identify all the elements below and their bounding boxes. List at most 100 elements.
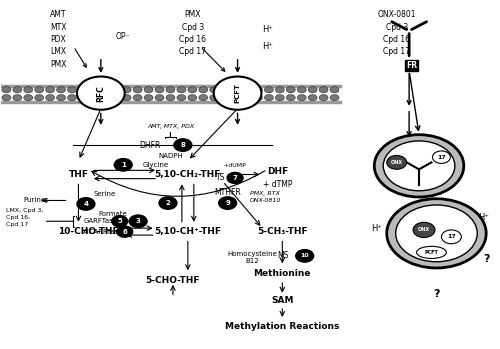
- Text: + dTMP: + dTMP: [262, 180, 292, 190]
- Text: +dUMP: +dUMP: [224, 163, 246, 168]
- Text: Cpd 17: Cpd 17: [6, 222, 29, 227]
- Text: ?: ?: [433, 289, 440, 299]
- Circle shape: [112, 87, 120, 93]
- Text: PMX: PMX: [50, 60, 67, 69]
- Circle shape: [442, 230, 462, 244]
- Circle shape: [177, 87, 186, 93]
- Text: 6: 6: [122, 229, 127, 235]
- Text: ONX: ONX: [418, 228, 430, 232]
- Circle shape: [297, 87, 306, 93]
- Text: 7: 7: [232, 175, 237, 181]
- Text: Cpd 16: Cpd 16: [383, 35, 410, 44]
- Text: H⁺: H⁺: [262, 42, 273, 51]
- Text: 5: 5: [118, 218, 122, 224]
- Text: 8: 8: [180, 142, 186, 148]
- Text: PMX: PMX: [184, 10, 201, 19]
- Circle shape: [78, 87, 88, 93]
- Text: 10-CHO-THF: 10-CHO-THF: [58, 227, 118, 236]
- Text: PCFT: PCFT: [234, 83, 240, 103]
- Circle shape: [90, 95, 98, 101]
- Circle shape: [122, 87, 131, 93]
- Circle shape: [24, 95, 32, 101]
- Circle shape: [166, 87, 175, 93]
- Text: Cpd 17: Cpd 17: [383, 47, 410, 57]
- Circle shape: [242, 87, 252, 93]
- Circle shape: [210, 95, 218, 101]
- Circle shape: [144, 87, 153, 93]
- Circle shape: [129, 215, 147, 228]
- Circle shape: [210, 87, 218, 93]
- Text: TS: TS: [216, 173, 225, 183]
- Circle shape: [46, 95, 54, 101]
- Circle shape: [159, 197, 177, 209]
- Text: AMT, MTX, PDX: AMT, MTX, PDX: [147, 124, 194, 128]
- Circle shape: [133, 95, 142, 101]
- Circle shape: [286, 87, 295, 93]
- Circle shape: [174, 139, 192, 151]
- Text: Cpd 16,: Cpd 16,: [6, 215, 30, 220]
- Circle shape: [319, 95, 328, 101]
- Text: THF: THF: [68, 170, 88, 179]
- Text: Cpd 17: Cpd 17: [180, 47, 206, 57]
- Text: RFC: RFC: [96, 85, 106, 102]
- Circle shape: [413, 222, 435, 238]
- Circle shape: [56, 87, 66, 93]
- Text: Methionine: Methionine: [254, 269, 311, 278]
- Text: H⁺: H⁺: [478, 213, 489, 222]
- Circle shape: [297, 95, 306, 101]
- Text: 17: 17: [437, 155, 446, 160]
- Circle shape: [330, 87, 339, 93]
- Text: 17: 17: [447, 234, 456, 239]
- Text: SAM: SAM: [271, 296, 293, 305]
- Text: MTHFR: MTHFR: [214, 188, 241, 197]
- Circle shape: [276, 87, 284, 93]
- Text: GARFTase: GARFTase: [84, 218, 117, 224]
- Circle shape: [330, 95, 339, 101]
- Circle shape: [155, 95, 164, 101]
- Text: H⁺: H⁺: [262, 24, 273, 34]
- Circle shape: [90, 87, 98, 93]
- Text: Serine: Serine: [94, 191, 116, 196]
- Text: Cpd 16: Cpd 16: [180, 35, 206, 44]
- Circle shape: [254, 95, 262, 101]
- Text: 4: 4: [84, 201, 88, 207]
- Circle shape: [386, 155, 406, 169]
- Circle shape: [13, 95, 22, 101]
- Text: MS: MS: [278, 251, 288, 260]
- Text: Cpd 3: Cpd 3: [386, 22, 408, 31]
- Text: H⁺: H⁺: [372, 224, 382, 233]
- Text: Homocysteine: Homocysteine: [228, 251, 278, 257]
- Text: ?: ?: [483, 254, 490, 264]
- Circle shape: [218, 197, 236, 209]
- Text: Purines: Purines: [23, 198, 48, 203]
- Circle shape: [166, 95, 175, 101]
- Circle shape: [177, 95, 186, 101]
- Text: 5-CH₃-THF: 5-CH₃-THF: [257, 227, 308, 236]
- Text: 5-CHO-THF: 5-CHO-THF: [146, 276, 200, 284]
- Text: Methylation Reactions: Methylation Reactions: [225, 322, 340, 331]
- Circle shape: [13, 87, 22, 93]
- Circle shape: [116, 226, 132, 237]
- Circle shape: [296, 250, 314, 262]
- Circle shape: [155, 87, 164, 93]
- Text: AMT: AMT: [50, 10, 67, 19]
- Text: PCFT: PCFT: [424, 250, 438, 255]
- Circle shape: [78, 95, 88, 101]
- Circle shape: [34, 95, 43, 101]
- Circle shape: [308, 95, 317, 101]
- Circle shape: [264, 95, 274, 101]
- Circle shape: [232, 95, 240, 101]
- Circle shape: [214, 76, 262, 110]
- Text: ONX-0810: ONX-0810: [250, 198, 282, 203]
- Circle shape: [77, 76, 124, 110]
- Circle shape: [276, 95, 284, 101]
- Text: Glycine: Glycine: [143, 162, 169, 168]
- Circle shape: [232, 87, 240, 93]
- Circle shape: [254, 87, 262, 93]
- Text: ONX: ONX: [390, 160, 402, 165]
- Circle shape: [227, 172, 243, 184]
- Text: AICARFTase: AICARFTase: [84, 229, 124, 235]
- Text: NADPH: NADPH: [158, 153, 183, 159]
- Text: B12: B12: [246, 258, 260, 264]
- Text: 1: 1: [121, 162, 126, 168]
